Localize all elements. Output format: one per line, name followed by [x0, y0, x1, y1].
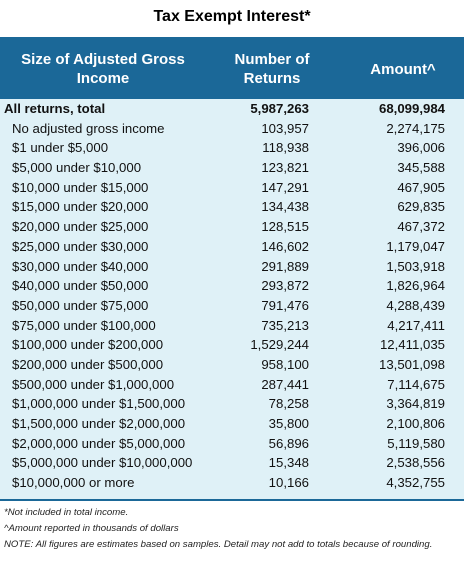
footnote-estimates-note: NOTE: All figures are estimates based on… — [4, 539, 433, 550]
table-row-total: All returns, total 5,987,263 68,099,984 — [0, 99, 464, 119]
table-row: $10,000 under $15,000 147,291 467,905 — [0, 178, 464, 198]
agi-size-cell: $50,000 under $75,000 — [12, 297, 149, 313]
table-header: Size of Adjusted Gross Income Number of … — [0, 37, 464, 99]
agi-size-cell: $20,000 under $25,000 — [12, 219, 149, 235]
amount-cell: 68,099,984 — [378, 101, 445, 116]
table-row: $100,000 under $200,000 1,529,244 12,411,0… — [0, 335, 464, 355]
returns-cell: 147,291 — [261, 179, 309, 195]
returns-cell: 1,529,244 — [250, 337, 309, 353]
amount-cell: 4,217,411 — [387, 317, 445, 333]
table-bottom-rule — [0, 499, 464, 501]
table-row: $30,000 under $40,000 291,889 1,503,918 — [0, 257, 464, 277]
amount-cell: 2,100,806 — [386, 416, 445, 431]
agi-size-cell: All returns, total — [4, 101, 106, 116]
amount-cell: 4,352,755 — [386, 475, 445, 491]
amount-cell: 467,372 — [397, 219, 445, 235]
table-row: $500,000 under $1,000,000 287,441 7,114,67… — [0, 375, 464, 395]
returns-cell: 287,441 — [261, 376, 309, 392]
agi-size-cell: $5,000,000 under $10,000,000 — [12, 455, 193, 471]
agi-size-cell: $1 under $5,000 — [12, 140, 109, 156]
agi-size-cell: $10,000 under $15,000 — [12, 179, 149, 195]
table-row: $40,000 under $50,000 293,872 1,826,964 — [0, 276, 464, 296]
table-title: Tax Exempt Interest* — [153, 8, 311, 25]
table-row: $50,000 under $75,000 791,476 4,288,439 — [0, 296, 464, 316]
table-row: $20,000 under $25,000 128,515 467,372 — [0, 217, 464, 237]
table-row: $10,000,000 or more 10,166 4,352,755 — [0, 473, 464, 493]
returns-cell: 146,602 — [261, 238, 309, 254]
agi-size-cell: $100,000 under $200,000 — [12, 337, 164, 353]
amount-cell: 5,119,580 — [387, 435, 445, 451]
returns-cell: 15,348 — [268, 455, 309, 471]
table-row: $2,000,000 under $5,000,000 56,896 5,119,5… — [0, 434, 464, 454]
agi-size-cell: $200,000 under $500,000 — [12, 356, 164, 372]
table-row: $1 under $5,000 118,938 396,006 — [0, 138, 464, 158]
header-agi-size: Size of Adjusted Gross Income — [21, 51, 185, 87]
amount-cell: 629,835 — [397, 199, 445, 215]
agi-size-cell: $25,000 under $30,000 — [12, 238, 149, 254]
amount-cell: 1,179,047 — [386, 238, 445, 254]
agi-size-cell: $40,000 under $50,000 — [12, 278, 149, 294]
table-row: $200,000 under $500,000 958,100 13,501,098 — [0, 355, 464, 375]
amount-cell: 13,501,098 — [378, 356, 445, 372]
agi-size-cell: $5,000 under $10,000 — [12, 160, 142, 176]
agi-size-cell: $30,000 under $40,000 — [12, 258, 149, 274]
amount-cell: 2,538,556 — [386, 455, 445, 471]
returns-cell: 103,957 — [261, 120, 309, 136]
footnote-amount-units: ^Amount reported in thousands of dollars — [4, 523, 179, 534]
footnotes: *Not included in total income. ^Amount r… — [4, 505, 464, 553]
agi-size-cell: $500,000 under $1,000,000 — [12, 376, 175, 392]
amount-cell: 7,114,675 — [387, 376, 445, 392]
agi-size-cell: $1,000,000 under $1,500,000 — [12, 396, 186, 412]
returns-cell: 5,987,263 — [250, 101, 309, 116]
agi-size-cell: $75,000 under $100,000 — [12, 317, 156, 333]
amount-cell: 345,588 — [397, 160, 445, 176]
header-amount: Amount^ — [370, 61, 436, 78]
agi-size-cell: No adjusted gross income — [12, 120, 165, 136]
table-row: $5,000,000 under $10,000,000 15,348 2,538,… — [0, 453, 464, 473]
returns-cell: 735,213 — [261, 317, 309, 333]
amount-cell: 467,905 — [397, 179, 445, 195]
returns-cell: 293,872 — [261, 278, 309, 294]
table-row: $25,000 under $30,000 146,602 1,179,047 — [0, 237, 464, 257]
amount-cell: 1,503,918 — [386, 258, 445, 274]
returns-cell: 958,100 — [261, 356, 309, 372]
agi-size-cell: $2,000,000 under $5,000,000 — [12, 435, 186, 451]
header-number-of-returns: Number of Returns — [234, 51, 310, 87]
table-row: $1,000,000 under $1,500,000 78,258 3,364,8… — [0, 394, 464, 414]
amount-cell: 3,364,819 — [386, 396, 445, 412]
table-row: $15,000 under $20,000 134,438 629,835 — [0, 197, 464, 217]
returns-cell: 128,515 — [261, 219, 309, 235]
returns-cell: 118,938 — [262, 140, 309, 156]
amount-cell: 4,288,439 — [386, 297, 445, 313]
amount-cell: 2,274,175 — [386, 120, 445, 136]
table-row: $75,000 under $100,000 735,213 4,217,411 — [0, 316, 464, 336]
agi-size-cell: $1,500,000 under $2,000,000 — [12, 416, 186, 431]
amount-cell: 12,411,035 — [379, 337, 445, 353]
returns-cell: 56,896 — [268, 435, 309, 451]
footnote-total-income: *Not included in total income. — [4, 507, 129, 518]
returns-cell: 291,889 — [261, 258, 309, 274]
returns-cell: 791,476 — [261, 297, 309, 313]
table-row: $5,000 under $10,000 123,821 345,588 — [0, 158, 464, 178]
agi-size-cell: $10,000,000 or more — [12, 475, 135, 491]
returns-cell: 134,438 — [261, 199, 309, 215]
amount-cell: 1,826,964 — [386, 278, 445, 294]
returns-cell: 10,166 — [268, 475, 309, 491]
returns-cell: 123,821 — [261, 160, 309, 176]
amount-cell: 396,006 — [397, 140, 445, 156]
table-row: $1,500,000 under $2,000,000 35,800 2,100,8… — [0, 414, 464, 434]
table-row: No adjusted gross income 103,957 2,274,175 — [0, 119, 464, 139]
agi-size-cell: $15,000 under $20,000 — [12, 199, 149, 215]
returns-cell: 35,800 — [268, 416, 309, 431]
returns-cell: 78,258 — [268, 396, 309, 412]
table-body: All returns, total 5,987,263 68,099,984 No … — [0, 99, 464, 499]
